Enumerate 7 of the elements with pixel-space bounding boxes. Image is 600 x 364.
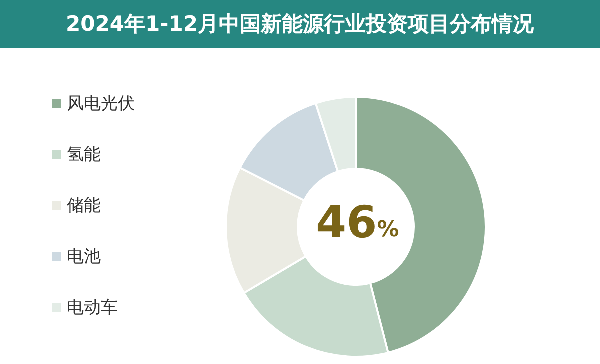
legend-label: 氢能 — [67, 145, 101, 165]
legend-label: 风电光伏 — [67, 94, 135, 114]
legend-label: 电池 — [67, 247, 101, 267]
legend-label: 电动车 — [67, 298, 118, 318]
chart-title: 2024年1-12月中国新能源行业投资项目分布情况 — [0, 0, 600, 48]
text: 46% — [316, 198, 400, 248]
legend-label: 储能 — [67, 196, 101, 216]
